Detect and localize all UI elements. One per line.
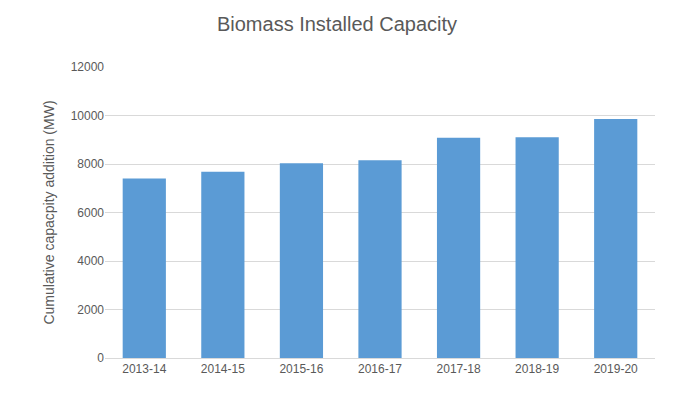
svg-text:Cumulative capacpity addition: Cumulative capacpity addition (MW) (41, 100, 57, 324)
svg-text:2015-16: 2015-16 (279, 362, 323, 376)
svg-text:8000: 8000 (77, 157, 104, 171)
svg-text:Biomass Installed Capacity: Biomass Installed Capacity (217, 13, 457, 35)
svg-text:2014-15: 2014-15 (201, 362, 245, 376)
svg-text:2019-20: 2019-20 (594, 362, 638, 376)
svg-text:2013-14: 2013-14 (122, 362, 166, 376)
svg-text:4000: 4000 (77, 254, 104, 268)
svg-text:2018-19: 2018-19 (515, 362, 559, 376)
svg-text:12000: 12000 (71, 60, 105, 74)
svg-text:6000: 6000 (77, 206, 104, 220)
svg-text:0: 0 (97, 351, 104, 365)
svg-text:2000: 2000 (77, 303, 104, 317)
svg-text:10000: 10000 (71, 109, 105, 123)
svg-text:2017-18: 2017-18 (437, 362, 481, 376)
svg-text:2016-17: 2016-17 (358, 362, 402, 376)
